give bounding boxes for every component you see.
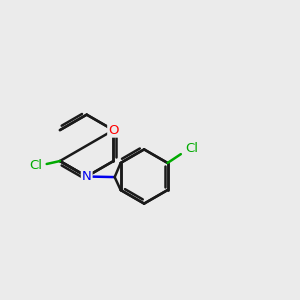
Text: Cl: Cl xyxy=(185,142,199,155)
Text: O: O xyxy=(108,124,119,136)
Text: N: N xyxy=(82,170,92,183)
Text: Cl: Cl xyxy=(29,159,42,172)
